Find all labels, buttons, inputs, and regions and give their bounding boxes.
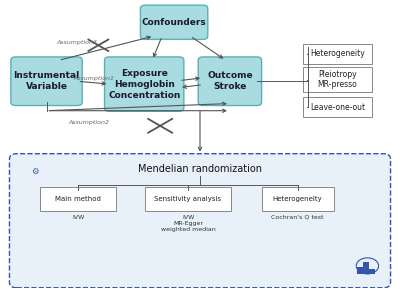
Text: Pleiotropy
MR-presso: Pleiotropy MR-presso: [318, 70, 357, 90]
Text: Leave-one-out: Leave-one-out: [310, 103, 365, 112]
FancyBboxPatch shape: [140, 5, 208, 39]
Text: Sensitivity analysis: Sensitivity analysis: [154, 196, 222, 202]
FancyBboxPatch shape: [40, 188, 116, 211]
Text: Assumption2: Assumption2: [68, 121, 109, 125]
Text: Heterogeneity: Heterogeneity: [273, 196, 322, 202]
Text: Mendelian randomization: Mendelian randomization: [138, 164, 262, 174]
FancyBboxPatch shape: [262, 188, 334, 211]
Text: Cochran's Q test: Cochran's Q test: [272, 215, 324, 220]
Text: IVW: IVW: [72, 215, 84, 220]
Text: Confounders: Confounders: [142, 18, 206, 27]
FancyBboxPatch shape: [363, 262, 369, 274]
FancyBboxPatch shape: [145, 188, 231, 211]
Text: Exposure
Hemoglobin
Concentration: Exposure Hemoglobin Concentration: [108, 68, 180, 100]
FancyBboxPatch shape: [11, 57, 82, 105]
Text: Assumption3: Assumption3: [56, 40, 97, 45]
FancyBboxPatch shape: [368, 269, 374, 274]
Text: ⚙: ⚙: [31, 166, 38, 175]
FancyBboxPatch shape: [198, 57, 262, 105]
Text: IVW
MR-Egger
weighted median: IVW MR-Egger weighted median: [161, 215, 216, 232]
FancyBboxPatch shape: [10, 154, 390, 288]
FancyBboxPatch shape: [104, 57, 184, 111]
FancyBboxPatch shape: [357, 267, 364, 274]
Text: Instrumental
Variable: Instrumental Variable: [14, 71, 80, 91]
FancyBboxPatch shape: [304, 67, 372, 92]
Text: Main method: Main method: [56, 196, 101, 202]
Text: Assumption1: Assumption1: [74, 76, 114, 81]
Text: Heterogeneity: Heterogeneity: [310, 49, 365, 58]
FancyBboxPatch shape: [304, 97, 372, 117]
Text: Outcome
Stroke: Outcome Stroke: [207, 71, 253, 91]
FancyBboxPatch shape: [304, 44, 372, 64]
